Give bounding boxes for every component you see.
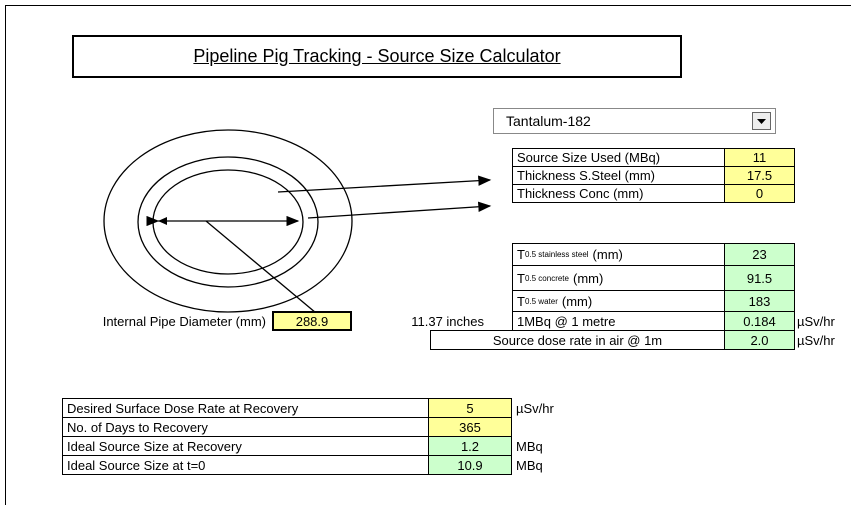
value-cell: 11 — [724, 148, 795, 167]
symbol: T — [517, 247, 525, 262]
value-cell: 2.0 — [724, 330, 795, 350]
value-cell: 0.184 — [724, 311, 795, 331]
label-cell: Thickness S.Steel (mm) — [512, 166, 725, 185]
label-cell: Source Size Used (MBq) — [512, 148, 725, 167]
value-cell: 0 — [724, 184, 795, 203]
label-cell: Source dose rate in air @ 1m — [430, 330, 725, 350]
symbol: T — [517, 293, 525, 309]
value-cell: 10.9 — [428, 455, 512, 475]
label-cell: Ideal Source Size at t=0 — [62, 455, 429, 475]
pipe-inches: 11.37 inches — [411, 313, 484, 329]
frame — [5, 5, 851, 505]
value-cell: 365 — [428, 417, 512, 437]
title: Pipeline Pig Tracking - Source Size Calc… — [193, 46, 561, 66]
label-cell: T 0.5 concrete (mm) — [512, 265, 725, 291]
symbol: T — [517, 270, 525, 286]
value-cell: 17.5 — [724, 166, 795, 185]
value-cell: 23 — [724, 243, 795, 266]
dropdown-button[interactable] — [752, 112, 771, 130]
unit: MBq — [516, 438, 543, 454]
pipe-value: 288.9 — [272, 311, 352, 331]
label-cell: Ideal Source Size at Recovery — [62, 436, 429, 456]
dropdown[interactable]: Tantalum-182 — [493, 108, 776, 134]
title-box: Pipeline Pig Tracking - Source Size Calc… — [72, 35, 682, 78]
dropdown-value: Tantalum-182 — [506, 113, 591, 129]
suffix: (mm) — [561, 293, 593, 309]
unit: µSv/hr — [797, 313, 835, 329]
label-cell: T 0.5 water (mm) — [512, 290, 725, 312]
unit: µSv/hr — [516, 400, 554, 416]
label-cell: No. of Days to Recovery — [62, 417, 429, 437]
label-cell: T 0.5 stainless steel (mm) — [512, 243, 725, 266]
label-cell: Desired Surface Dose Rate at Recovery — [62, 398, 429, 418]
label-cell: 1MBq @ 1 metre — [512, 311, 725, 331]
suffix: (mm) — [592, 247, 623, 262]
value-cell: 5 — [428, 398, 512, 418]
value-cell: 1.2 — [428, 436, 512, 456]
dropdown-arrow — [757, 118, 766, 124]
unit: µSv/hr — [797, 332, 835, 348]
unit: MBq — [516, 457, 543, 473]
subscript: 0.5 concrete — [524, 273, 569, 283]
label-cell: Thickness Conc (mm) — [512, 184, 725, 203]
suffix: (mm) — [572, 270, 604, 286]
subscript: 0.5 stainless steel — [524, 250, 589, 259]
pipe-label: Internal Pipe Diameter (mm) — [102, 313, 266, 329]
subscript: 0.5 water — [524, 296, 558, 306]
value-cell: 91.5 — [724, 265, 795, 291]
value-cell: 183 — [724, 290, 795, 312]
